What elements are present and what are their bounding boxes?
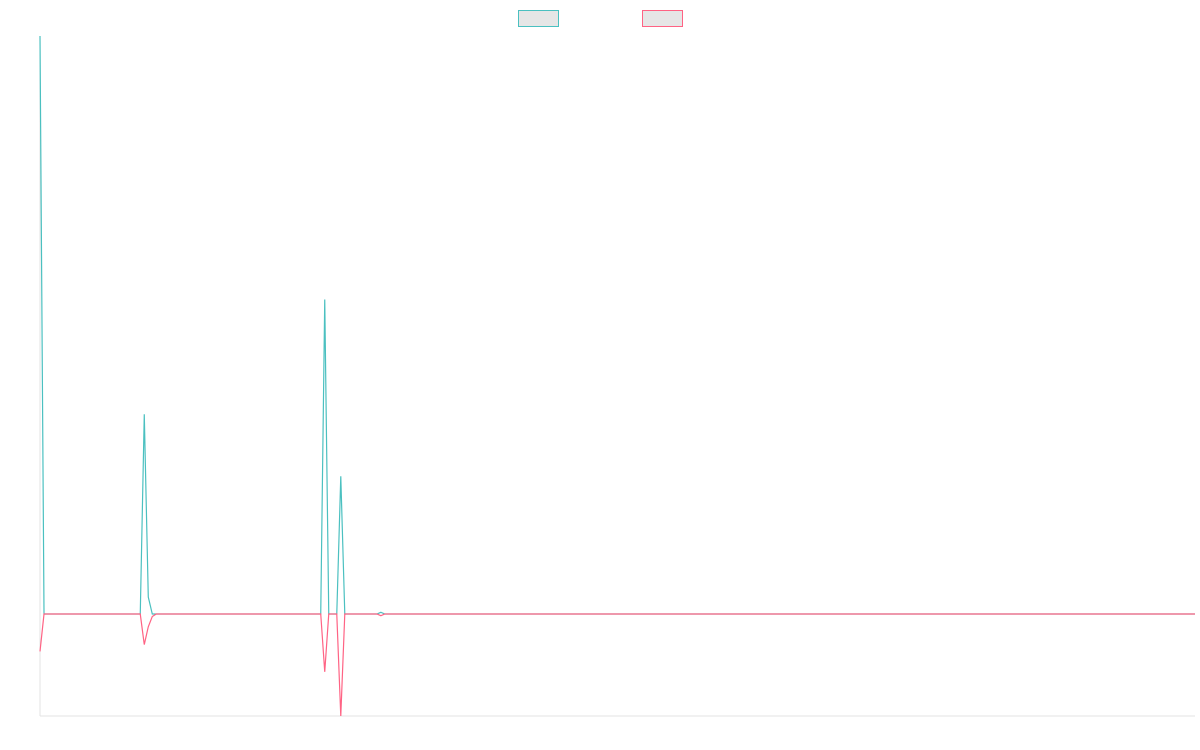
axes (39, 36, 1195, 717)
legend[interactable] (518, 10, 683, 27)
legend-swatch-1[interactable] (518, 10, 559, 27)
series-layer (39, 35, 1195, 717)
series-line-2 (39, 613, 1195, 717)
legend-swatch-2[interactable] (642, 10, 683, 27)
series-line-1 (39, 35, 1195, 615)
